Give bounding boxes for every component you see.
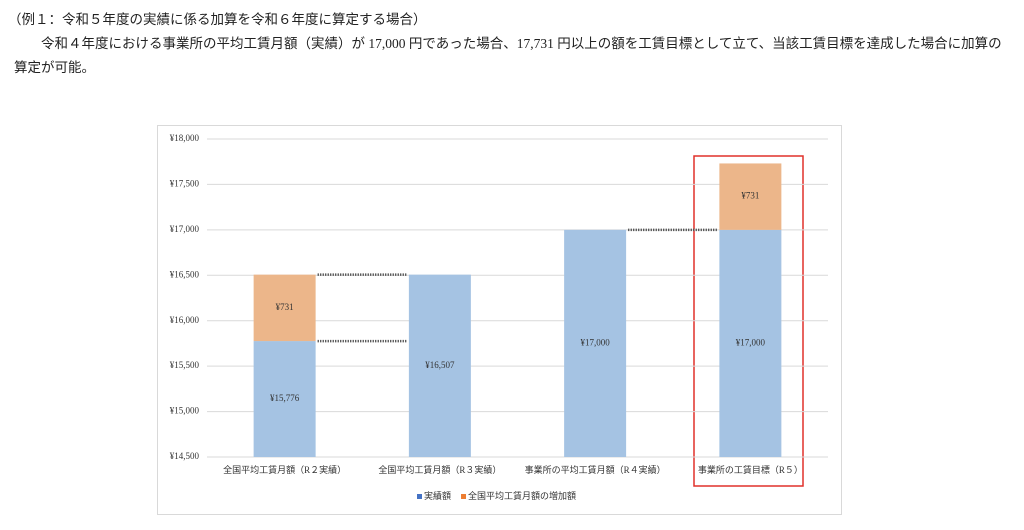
bar-segment bbox=[253, 341, 316, 457]
y-tick-label: ¥16,000 bbox=[170, 315, 200, 325]
bar-segment bbox=[253, 274, 316, 342]
data-label: ¥17,000 bbox=[736, 337, 766, 347]
data-label: ¥15,776 bbox=[270, 393, 300, 403]
x-tick-label: 全国平均工賃月額（R３実績） bbox=[378, 464, 501, 475]
y-tick-label: ¥14,500 bbox=[170, 451, 200, 461]
data-label: ¥17,000 bbox=[581, 337, 611, 347]
data-label: ¥731 bbox=[276, 302, 294, 312]
y-tick-label: ¥17,000 bbox=[170, 224, 200, 234]
y-tick-label: ¥15,000 bbox=[170, 406, 200, 416]
y-tick-label: ¥15,500 bbox=[170, 360, 200, 370]
bar-segment bbox=[719, 229, 782, 457]
x-tick-label: 事業所の平均工賃月額（R４実績） bbox=[525, 464, 666, 475]
y-tick-label: ¥17,500 bbox=[170, 178, 200, 188]
data-label: ¥731 bbox=[741, 191, 759, 201]
heading: （例１：令和５年度の実績に係る加算を令和６年度に算定する場合） bbox=[8, 12, 427, 27]
bar-segment bbox=[564, 229, 627, 457]
x-tick-label: 事業所の工賃目標（R５） bbox=[698, 464, 803, 475]
y-tick-label: ¥18,000 bbox=[170, 133, 200, 143]
legend-swatch bbox=[417, 494, 422, 499]
y-tick-label: ¥16,500 bbox=[170, 269, 200, 279]
bar-segment bbox=[719, 163, 782, 230]
x-tick-label: 全国平均工賃月額（R２実績） bbox=[223, 464, 346, 475]
paragraph: 令和４年度における事業所の平均工賃月額（実績）が 17,000 円であった場合、… bbox=[14, 36, 1002, 75]
legend-label: 全国平均工賃月額の増加額 bbox=[468, 490, 576, 501]
bar-segment bbox=[408, 274, 471, 457]
document: （例１：令和５年度の実績に係る加算を令和６年度に算定する場合） 令和４年度におけ… bbox=[8, 8, 1013, 80]
data-label: ¥16,507 bbox=[425, 360, 455, 370]
legend-label: 実績額 bbox=[424, 490, 451, 501]
legend-swatch bbox=[461, 494, 467, 499]
